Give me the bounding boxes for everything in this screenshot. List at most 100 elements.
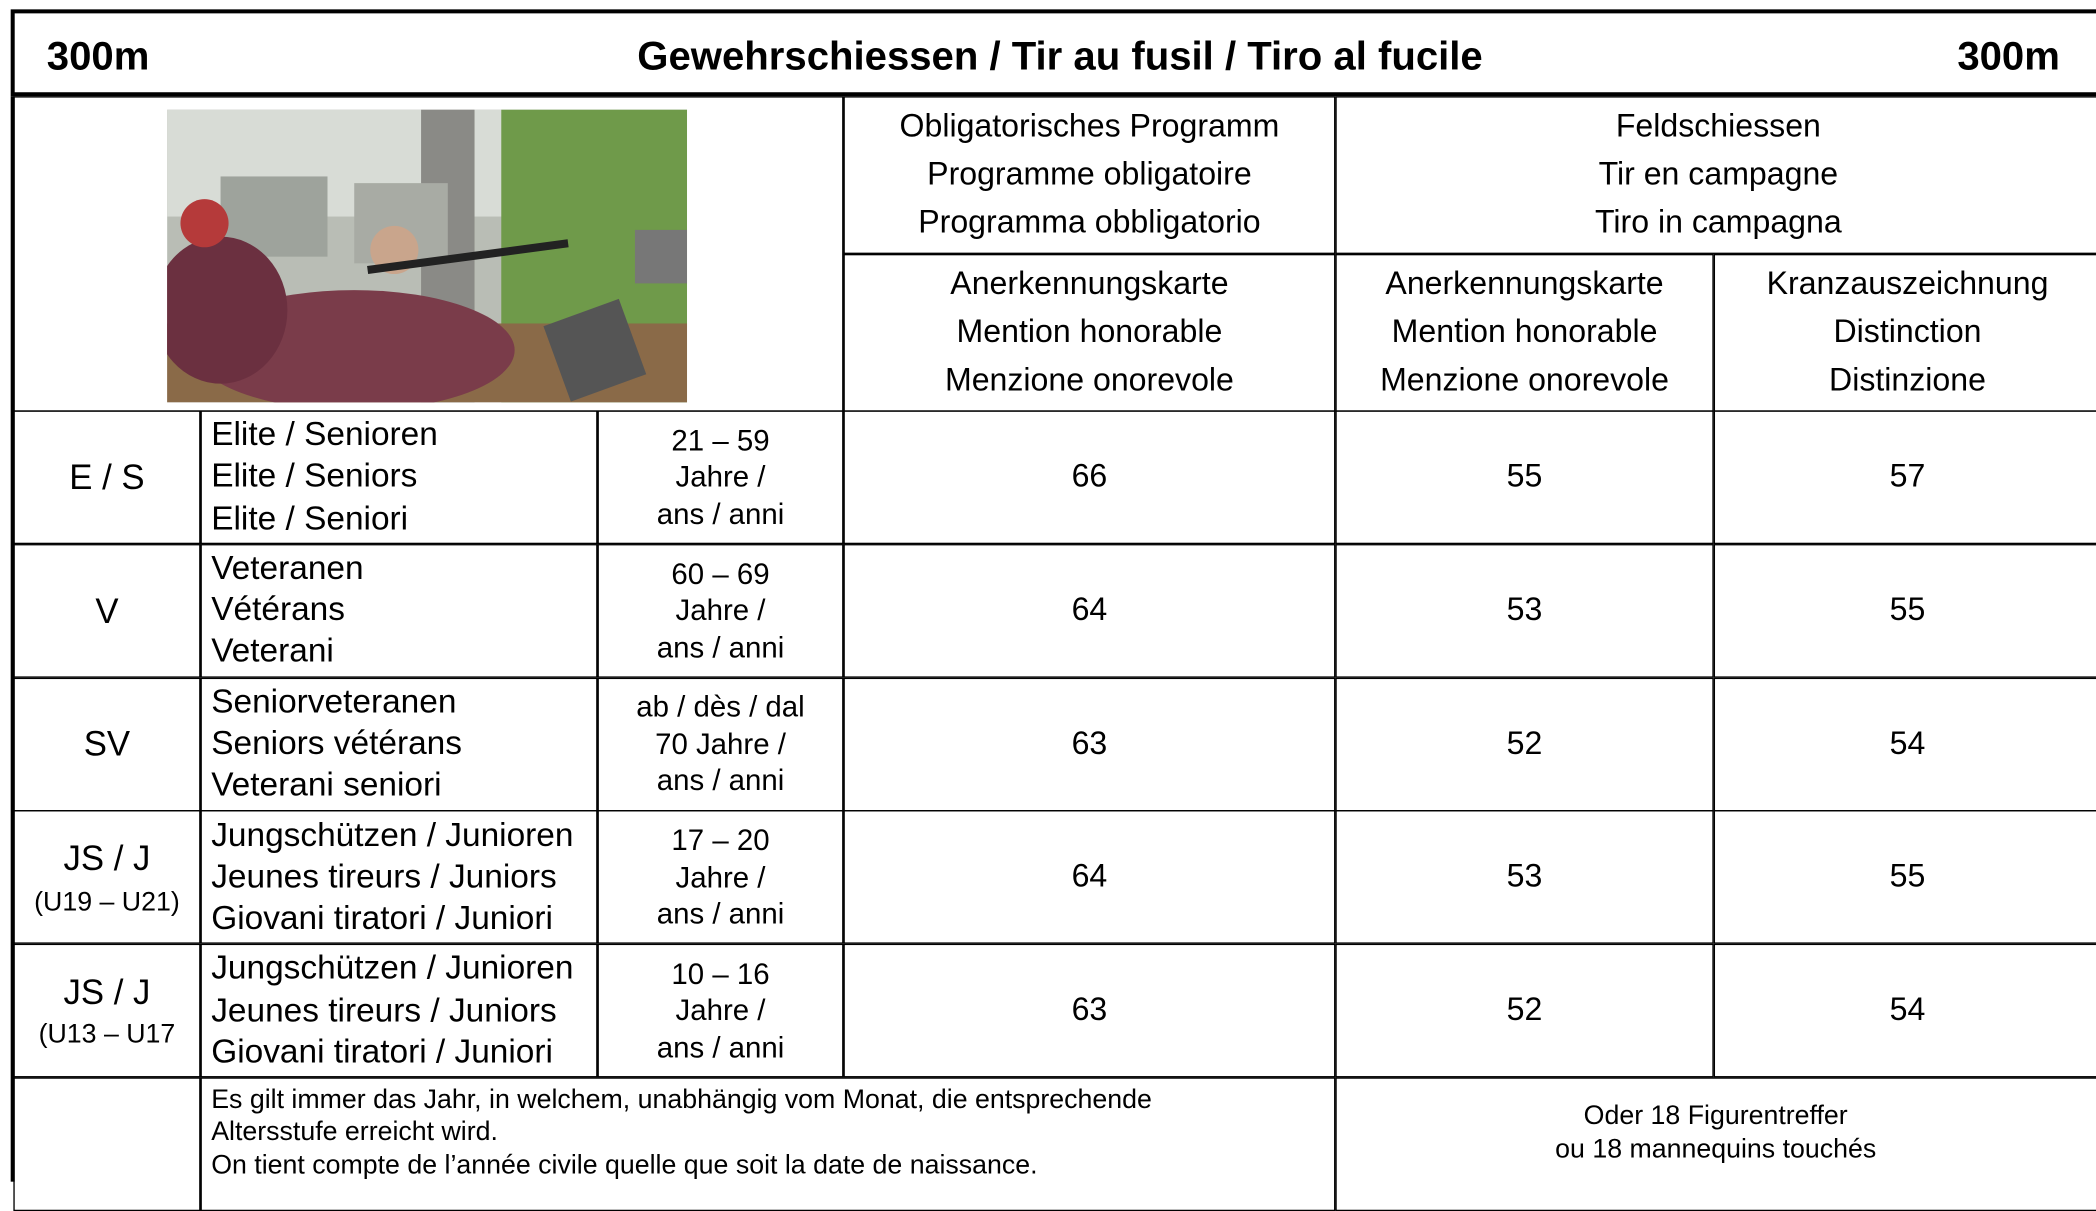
code-cell: JS / J(U13 – U17 [13, 944, 200, 1078]
category-cell-line: Elite / Seniori [211, 498, 408, 540]
category-cell-line: Seniors vétérans [211, 723, 462, 765]
category-cell-line: Veterani [211, 632, 334, 674]
age-cell-line: ab / dès / dal [636, 689, 804, 726]
title-bar: 300m Gewehrschiessen / Tir au fusil / Ti… [11, 9, 2096, 96]
category-cell-line: Seniorveteranen [211, 681, 456, 723]
footer-alternative-line: ou 18 mannequins touchés [1555, 1134, 1876, 1167]
value-cell: 54 [1714, 944, 2096, 1078]
category-cell-line: Jeunes tireurs / Juniors [211, 857, 556, 899]
age-cell-line: ans / anni [657, 629, 785, 666]
category-cell-line: Jeunes tireurs / Juniors [211, 990, 556, 1032]
distance-right: 300m [1957, 35, 2060, 80]
category-cell-line: Elite / Seniors [211, 456, 417, 498]
value-cell: 54 [1714, 677, 2096, 811]
column-header-line: Mention honorable [957, 309, 1223, 357]
code-cell-line: E / S [69, 453, 144, 502]
age-cell-line: ans / anni [657, 762, 785, 799]
age-cell-line: Jahre / [676, 992, 766, 1029]
photo [167, 110, 687, 403]
code-cell: JS / J(U19 – U21) [13, 811, 200, 945]
age-cell-line: Jahre / [676, 459, 766, 496]
value-cell: 57 [1714, 410, 2096, 544]
value-cell: 52 [1335, 944, 1713, 1078]
age-cell-line: Jahre / [676, 592, 766, 629]
footer-note-line: Es gilt immer das Jahr, in welchem, unab… [211, 1084, 1152, 1117]
age-cell-line: 70 Jahre / [655, 726, 786, 763]
value-cell: 63 [843, 677, 1335, 811]
category-cell-line: Giovani tiratori / Juniori [211, 898, 553, 940]
group-header-line: Tiro in campagna [1595, 199, 1842, 247]
code-cell-line: (U13 – U17 [39, 1016, 176, 1053]
code-cell-line: JS / J [63, 968, 150, 1017]
footer-note-line: Altersstufe erreicht wird. [211, 1117, 498, 1150]
group-header-line: Feldschiessen [1616, 103, 1821, 151]
code-cell-line: JS / J [63, 834, 150, 883]
code-cell-line: (U19 – U21) [34, 883, 180, 920]
category-cell-line: Giovani tiratori / Juniori [211, 1032, 553, 1074]
code-cell-line: V [95, 586, 118, 635]
group-header-line: Obligatorisches Programm [900, 103, 1280, 151]
age-cell-line: 17 – 20 [671, 822, 769, 859]
value-cell: 64 [843, 811, 1335, 945]
group-header-line: Programma obbligatorio [918, 199, 1260, 247]
value-cell: 64 [843, 544, 1335, 678]
category-cell-line: Veteranen [211, 548, 363, 590]
age-cell-line: ans / anni [657, 1029, 785, 1066]
footer-alternative-line: Oder 18 Figurentreffer [1584, 1100, 1848, 1133]
column-header-line: Kranzauszeichnung [1767, 261, 2049, 309]
age-cell-line: 21 – 59 [671, 422, 769, 459]
value-cell: 53 [1335, 811, 1713, 945]
value-cell: 63 [843, 944, 1335, 1078]
footer-note-line: On tient compte de l’année civile quelle… [211, 1149, 1037, 1182]
column-header-line: Distinzione [1829, 357, 1986, 405]
age-cell-line: ans / anni [657, 896, 785, 933]
code-cell: SV [13, 677, 200, 811]
age-cell-line: Jahre / [676, 859, 766, 896]
group-header: Obligatorisches ProgrammProgramme obliga… [843, 96, 1335, 254]
column-header-line: Mention honorable [1392, 309, 1658, 357]
value-cell: 53 [1335, 544, 1713, 678]
column-header-line: Menzione onorevole [1380, 357, 1669, 405]
value-cell: 55 [1714, 811, 2096, 945]
category-cell-line: Jungschützen / Junioren [211, 815, 573, 857]
column-header-line: Distinction [1834, 309, 1982, 357]
column-header-line: Menzione onorevole [945, 357, 1234, 405]
code-cell: E / S [13, 410, 200, 544]
age-cell-line: ans / anni [657, 496, 785, 533]
value-cell: 55 [1714, 544, 2096, 678]
age-cell-line: 60 – 69 [671, 555, 769, 592]
age-cell-line: 10 – 16 [671, 956, 769, 993]
code-cell: V [13, 544, 200, 678]
column-header-line: Anerkennungskarte [1385, 261, 1663, 309]
column-header-line: Anerkennungskarte [950, 261, 1228, 309]
category-cell-line: Veterani seniori [211, 765, 441, 807]
category-cell-line: Vétérans [211, 590, 345, 632]
code-cell-line: SV [84, 720, 130, 769]
footer-note: Es gilt immer das Jahr, in welchem, unab… [201, 1077, 1336, 1211]
value-cell: 55 [1335, 410, 1713, 544]
category-cell-line: Elite / Senioren [211, 415, 438, 457]
title: Gewehrschiessen / Tir au fusil / Tiro al… [15, 35, 2096, 80]
value-cell: 52 [1335, 677, 1713, 811]
footer-empty [13, 1077, 200, 1211]
page: 300m Gewehrschiessen / Tir au fusil / Ti… [0, 0, 2096, 1182]
group-header-line: Tir en campagne [1599, 151, 1839, 199]
category-cell-line: Jungschützen / Junioren [211, 948, 573, 990]
value-cell: 66 [843, 410, 1335, 544]
group-header-line: Programme obligatoire [927, 151, 1252, 199]
